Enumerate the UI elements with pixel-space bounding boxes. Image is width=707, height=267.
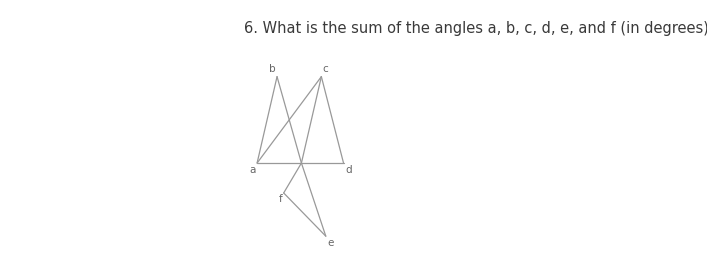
- Text: 6. What is the sum of the angles a, b, c, d, e, and f (in degrees)? Justify your: 6. What is the sum of the angles a, b, c…: [244, 21, 707, 36]
- Text: b: b: [269, 64, 276, 74]
- Text: d: d: [345, 165, 352, 175]
- Text: c: c: [322, 64, 329, 74]
- Text: a: a: [249, 165, 255, 175]
- Text: f: f: [279, 194, 282, 204]
- Text: e: e: [327, 238, 334, 248]
